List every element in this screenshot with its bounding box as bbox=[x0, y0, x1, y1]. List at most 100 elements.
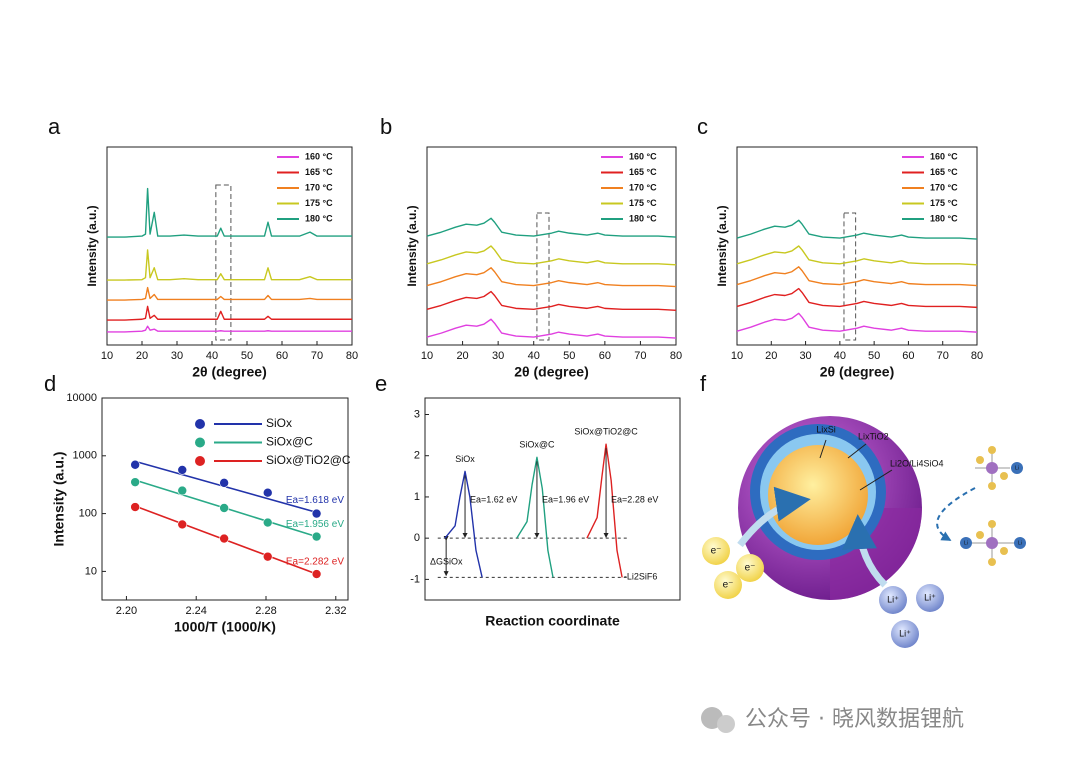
y-axis-label: Intensity (a.u.) bbox=[715, 205, 729, 286]
x-tick-label: 50 bbox=[241, 350, 253, 362]
point bbox=[311, 569, 322, 579]
curve-label: SiOx@TiO2@C bbox=[574, 427, 638, 437]
series-line bbox=[736, 312, 978, 333]
plot-frame bbox=[736, 146, 978, 346]
ion bbox=[891, 620, 919, 648]
point bbox=[130, 502, 140, 512]
point bbox=[311, 531, 322, 542]
point bbox=[177, 519, 188, 530]
atom-label: Li bbox=[1018, 540, 1022, 546]
electron bbox=[714, 571, 742, 599]
point bbox=[177, 465, 188, 475]
legend-label: 160 °C bbox=[305, 151, 333, 161]
x-tick-label: 80 bbox=[346, 350, 358, 362]
x-axis-label: 2θ (degree) bbox=[514, 364, 588, 380]
legend-label: 165 °C bbox=[629, 167, 657, 177]
annotation: Ea=1.96 eV bbox=[542, 495, 589, 505]
x-tick-label: 30 bbox=[171, 350, 183, 362]
legend-label: 170 °C bbox=[629, 182, 657, 192]
x-tick-label: 10 bbox=[421, 350, 433, 362]
annotation: Ea=2.282 eV bbox=[286, 557, 344, 568]
panel-letter: a bbox=[48, 114, 61, 139]
series-line bbox=[444, 470, 483, 578]
lixsi-core bbox=[768, 445, 868, 545]
x-tick-label: 80 bbox=[670, 350, 682, 362]
plot-frame bbox=[426, 146, 677, 346]
point bbox=[177, 485, 188, 496]
electron-arrow bbox=[737, 486, 811, 548]
x-tick-label: 2.32 bbox=[325, 605, 346, 617]
legend-label: 175 °C bbox=[930, 198, 958, 208]
x-axis-label: 2θ (degree) bbox=[192, 364, 266, 380]
legend-label: 170 °C bbox=[305, 182, 333, 192]
x-tick-label: 20 bbox=[765, 350, 777, 362]
point bbox=[130, 459, 140, 470]
ion-label: Li⁺ bbox=[899, 628, 911, 638]
x-tick-label: 70 bbox=[937, 350, 949, 362]
watermark-icon bbox=[717, 715, 735, 733]
y-tick-label: 10 bbox=[85, 565, 97, 577]
x-tick-label: 50 bbox=[563, 350, 575, 362]
legend-label: 180 °C bbox=[305, 213, 333, 223]
y-tick-label: 3 bbox=[414, 408, 420, 420]
series-line bbox=[426, 318, 677, 339]
highlight-span bbox=[843, 212, 857, 341]
label-oxide: Li2O/Li4SiO4 bbox=[890, 458, 944, 468]
watermark: 公众号 · 晓风数据锂航 bbox=[701, 707, 964, 733]
series-line bbox=[107, 286, 352, 301]
leader bbox=[859, 469, 893, 491]
legend-label: 180 °C bbox=[930, 213, 958, 223]
annotation: ΔGSiOx bbox=[430, 557, 463, 567]
reaction-arrow bbox=[936, 487, 976, 541]
electron-label: e⁻ bbox=[745, 563, 756, 574]
panel-letter: e bbox=[375, 371, 387, 396]
x-tick-label: 60 bbox=[276, 350, 288, 362]
legend-label: SiOx@C bbox=[266, 435, 313, 449]
curve-label: SiOx bbox=[455, 454, 475, 464]
ion bbox=[916, 584, 944, 612]
legend-label: 160 °C bbox=[930, 151, 958, 161]
x-tick-label: 80 bbox=[971, 350, 983, 362]
legend-label: 175 °C bbox=[629, 198, 657, 208]
plot-frame bbox=[106, 146, 353, 346]
x-tick-label: 2.24 bbox=[186, 605, 207, 617]
label-core: LixSi bbox=[816, 424, 836, 434]
series-line bbox=[107, 325, 352, 333]
electron bbox=[702, 537, 730, 565]
panel-letter: c bbox=[697, 114, 708, 139]
y-tick-label: -1 bbox=[410, 573, 420, 585]
x-tick-label: 70 bbox=[311, 350, 323, 362]
y-tick-label: 1000 bbox=[73, 450, 97, 462]
electron-label: e⁻ bbox=[711, 546, 722, 557]
x-tick-label: 10 bbox=[101, 350, 113, 362]
sphere-illustration: LixSi LixTiO2 Li2O/Li4SiO4 Li Li Li e⁻ e… bbox=[700, 371, 1026, 648]
x-tick-label: 70 bbox=[634, 350, 646, 362]
y-tick-label: 10000 bbox=[66, 392, 97, 404]
leader bbox=[819, 439, 827, 459]
atom-label: Li bbox=[964, 540, 968, 546]
curve-label: SiOx@C bbox=[519, 440, 555, 450]
point bbox=[262, 551, 273, 562]
y-axis-label: Intensity (a.u.) bbox=[85, 205, 99, 286]
atom-label: Li bbox=[1015, 465, 1019, 471]
x-tick-label: 60 bbox=[902, 350, 914, 362]
plot-frame bbox=[101, 397, 349, 601]
point bbox=[130, 477, 140, 487]
legend-marker bbox=[195, 419, 205, 429]
legend-label: SiOx bbox=[266, 416, 292, 430]
x-tick-label: 40 bbox=[834, 350, 846, 362]
legend-label: 170 °C bbox=[930, 182, 958, 192]
series-line bbox=[107, 187, 352, 238]
annotation: Ea=2.28 eV bbox=[611, 495, 658, 505]
point bbox=[262, 487, 273, 498]
legend-marker bbox=[195, 437, 205, 448]
series-line bbox=[736, 266, 978, 287]
highlight-span bbox=[215, 184, 232, 341]
annotation: Ea=1.956 eV bbox=[286, 519, 344, 530]
series-line bbox=[426, 245, 677, 266]
point bbox=[219, 533, 229, 544]
legend-label: SiOx@TiO2@C bbox=[266, 453, 351, 467]
point bbox=[219, 503, 229, 513]
x-tick-label: 50 bbox=[868, 350, 880, 362]
ion-label: Li⁺ bbox=[887, 594, 899, 604]
